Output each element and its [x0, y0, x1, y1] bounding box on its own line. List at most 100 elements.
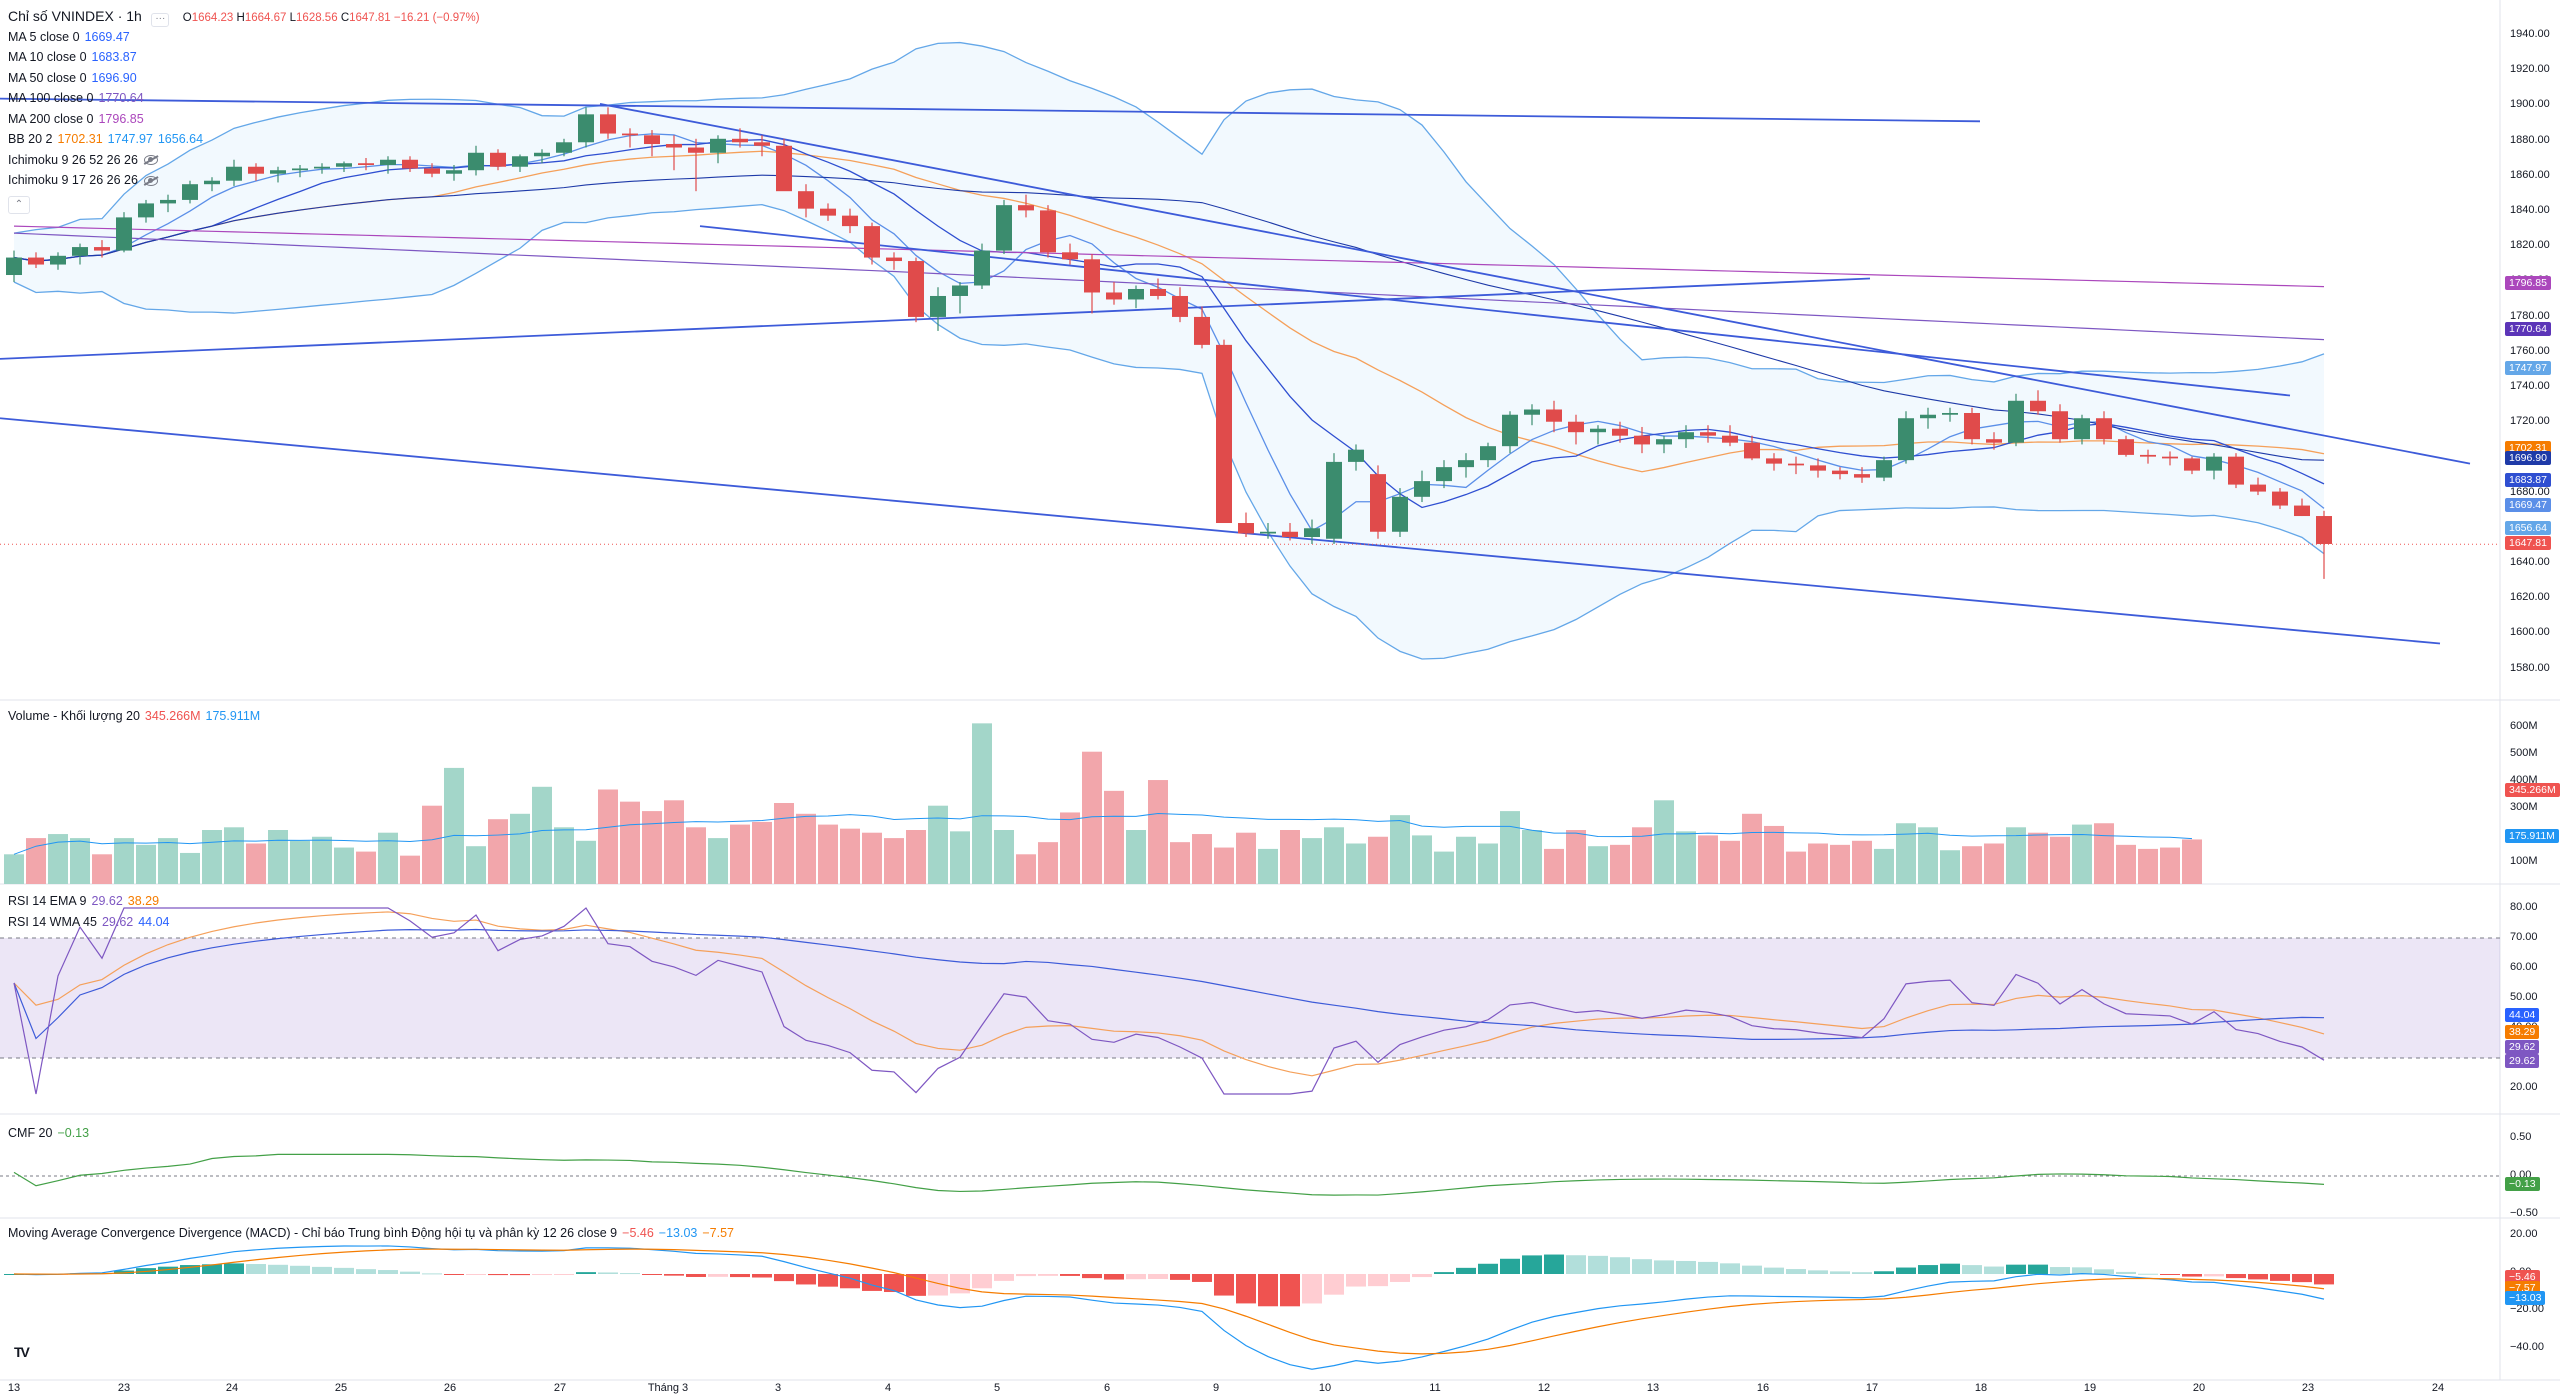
volume-bar: [642, 811, 662, 884]
rsi-wma-line: [13, 928, 2325, 1041]
candle-body: [996, 205, 1012, 251]
volume-bar: [444, 767, 464, 884]
time-tick-label: 4: [884, 1382, 892, 1394]
macd-histogram-bar: [2248, 1274, 2268, 1280]
candle-body: [820, 208, 836, 216]
rsi-axis-badge: 29.62: [2505, 1040, 2540, 1055]
macd-histogram-bar: [202, 1264, 222, 1274]
macd-histogram-bar: [598, 1272, 618, 1274]
candle-body: [512, 156, 528, 167]
volume-tick-label: 300M: [2510, 801, 2538, 813]
legend-row[interactable]: Ichimoku 9 17 26 26 26: [8, 170, 480, 191]
legend-row[interactable]: MA 200 close 0 1796.85: [8, 109, 480, 130]
candle-body: [2118, 439, 2134, 455]
price-tick-label: 1920.00: [2510, 63, 2550, 76]
candle-body: [556, 142, 572, 153]
macd-histogram-bar: [2226, 1274, 2246, 1279]
legend-row[interactable]: MA 5 close 0 1669.47: [8, 27, 480, 48]
legend-value: 1770.64: [98, 91, 144, 105]
bollinger-upper-line: [13, 41, 2325, 384]
legend-row[interactable]: RSI 14 EMA 9 29.62 38.29: [8, 891, 170, 912]
legend-row[interactable]: MA 10 close 0 1683.87: [8, 47, 480, 68]
legend-row[interactable]: Moving Average Convergence Divergence (M…: [8, 1223, 734, 1244]
candle-body: [160, 199, 176, 204]
macd-histogram-bar: [1258, 1274, 1278, 1307]
bollinger-lower-line: [13, 203, 2325, 660]
volume-bar: [202, 830, 222, 884]
legend-row[interactable]: RSI 14 WMA 45 29.62 44.04: [8, 912, 170, 933]
price-tick-label: 1740.00: [2510, 380, 2550, 392]
candle-body: [2316, 516, 2332, 544]
volume-bar: [488, 819, 508, 884]
macd-histogram-bar: [2050, 1267, 2070, 1274]
rsi-tick-label: 50.00: [2510, 991, 2538, 1003]
volume-bar: [356, 851, 376, 884]
symbol-title[interactable]: Chỉ số VNINDEX · 1h: [8, 8, 142, 24]
volume-bar: [1918, 827, 1938, 884]
volume-bar: [158, 838, 178, 884]
rsi-legend: RSI 14 EMA 9 29.62 38.29 RSI 14 WMA 45 29.62…: [8, 891, 170, 932]
candle-body: [1392, 496, 1408, 532]
candle-body: [1282, 531, 1298, 537]
volume-bar: [1214, 847, 1234, 884]
volume-bar: [180, 852, 200, 884]
volume-bar: [1808, 843, 1828, 884]
volume-bar: [598, 789, 618, 884]
collapse-legend-icon[interactable]: ⌃: [8, 195, 30, 214]
macd-histogram-bar: [576, 1272, 596, 1274]
candle-body: [94, 247, 110, 251]
volume-tick-label: 600M: [2510, 720, 2538, 732]
time-tick-label: 16: [1756, 1382, 1770, 1394]
volume-bar: [752, 821, 772, 884]
macd-histogram-bar: [1588, 1255, 1608, 1274]
candle-body: [1260, 531, 1276, 534]
macd-histogram-bar: [1390, 1274, 1410, 1282]
price-tick-label: 1620.00: [2510, 591, 2550, 604]
price-tick-label: 1600.00: [2510, 626, 2550, 639]
price-axis-badge: 1647.81: [2505, 536, 2551, 551]
volume-bar: [1192, 834, 1212, 884]
legend-row[interactable]: BB 20 2 1702.31 1747.97 1656.64: [8, 129, 480, 150]
legend-row[interactable]: MA 100 close 0 1770.64: [8, 88, 480, 109]
more-icon[interactable]: ···: [151, 13, 170, 27]
legend-row[interactable]: MA 50 close 0 1696.90: [8, 68, 480, 89]
macd-histogram-bar: [1412, 1274, 1432, 1278]
macd-histogram-bar: [686, 1274, 706, 1277]
candle-body: [1414, 481, 1430, 497]
hidden-eye-icon[interactable]: [143, 175, 158, 186]
macd-histogram-bar: [796, 1274, 816, 1285]
volume-bar: [1082, 751, 1102, 884]
macd-histogram-bar: [2270, 1274, 2290, 1281]
legend-value: 1696.90: [91, 70, 137, 85]
candle-body: [578, 114, 594, 143]
volume-bar: [818, 824, 838, 884]
candle-body: [1766, 458, 1782, 464]
volume-bar: [2116, 844, 2136, 884]
macd-histogram-bar: [1456, 1267, 1476, 1274]
price-axis-badge: 1656.64: [2505, 520, 2551, 535]
volume-bar: [1676, 831, 1696, 884]
volume-bar: [1830, 844, 1850, 884]
price-tick-label: 1640.00: [2510, 556, 2550, 568]
time-tick-label: 13: [1646, 1382, 1660, 1394]
volume-bar: [840, 828, 860, 884]
legend-value: −13.03: [658, 1226, 698, 1240]
macd-histogram-bar: [1654, 1260, 1674, 1274]
legend-label: MA 5 close 0: [8, 29, 80, 44]
legend-row[interactable]: Volume - Khối lượng 20 345.266M 175.911M: [8, 706, 260, 727]
volume-bar: [378, 832, 398, 884]
macd-histogram-bar: [1566, 1255, 1586, 1274]
macd-histogram-bar: [884, 1274, 904, 1293]
rsi-ema-line: [13, 911, 2325, 1077]
volume-bar: [554, 827, 574, 884]
hidden-eye-icon[interactable]: [143, 155, 158, 166]
volume-bar: [1434, 851, 1454, 884]
tradingview-logo-icon[interactable]: TV: [14, 1344, 30, 1360]
candle-body: [886, 257, 902, 262]
legend-row[interactable]: Ichimoku 9 26 52 26 26: [8, 150, 480, 171]
macd-histogram-bar: [1346, 1274, 1366, 1287]
legend-row[interactable]: CMF 20 −0.13: [8, 1123, 89, 1144]
volume-bar: [2138, 848, 2158, 884]
rsi-tick-label: 80.00: [2510, 901, 2538, 913]
